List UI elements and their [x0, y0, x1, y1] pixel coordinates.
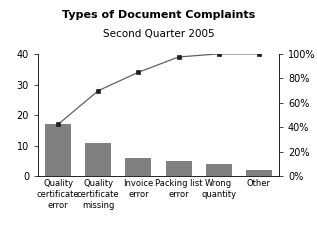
Bar: [85, 143, 111, 176]
Text: Second Quarter 2005: Second Quarter 2005: [103, 29, 214, 39]
Bar: [125, 158, 152, 176]
Bar: [165, 161, 191, 176]
Bar: [246, 170, 272, 176]
Text: Types of Document Complaints: Types of Document Complaints: [62, 10, 255, 20]
Bar: [45, 124, 71, 176]
Bar: [206, 164, 232, 176]
